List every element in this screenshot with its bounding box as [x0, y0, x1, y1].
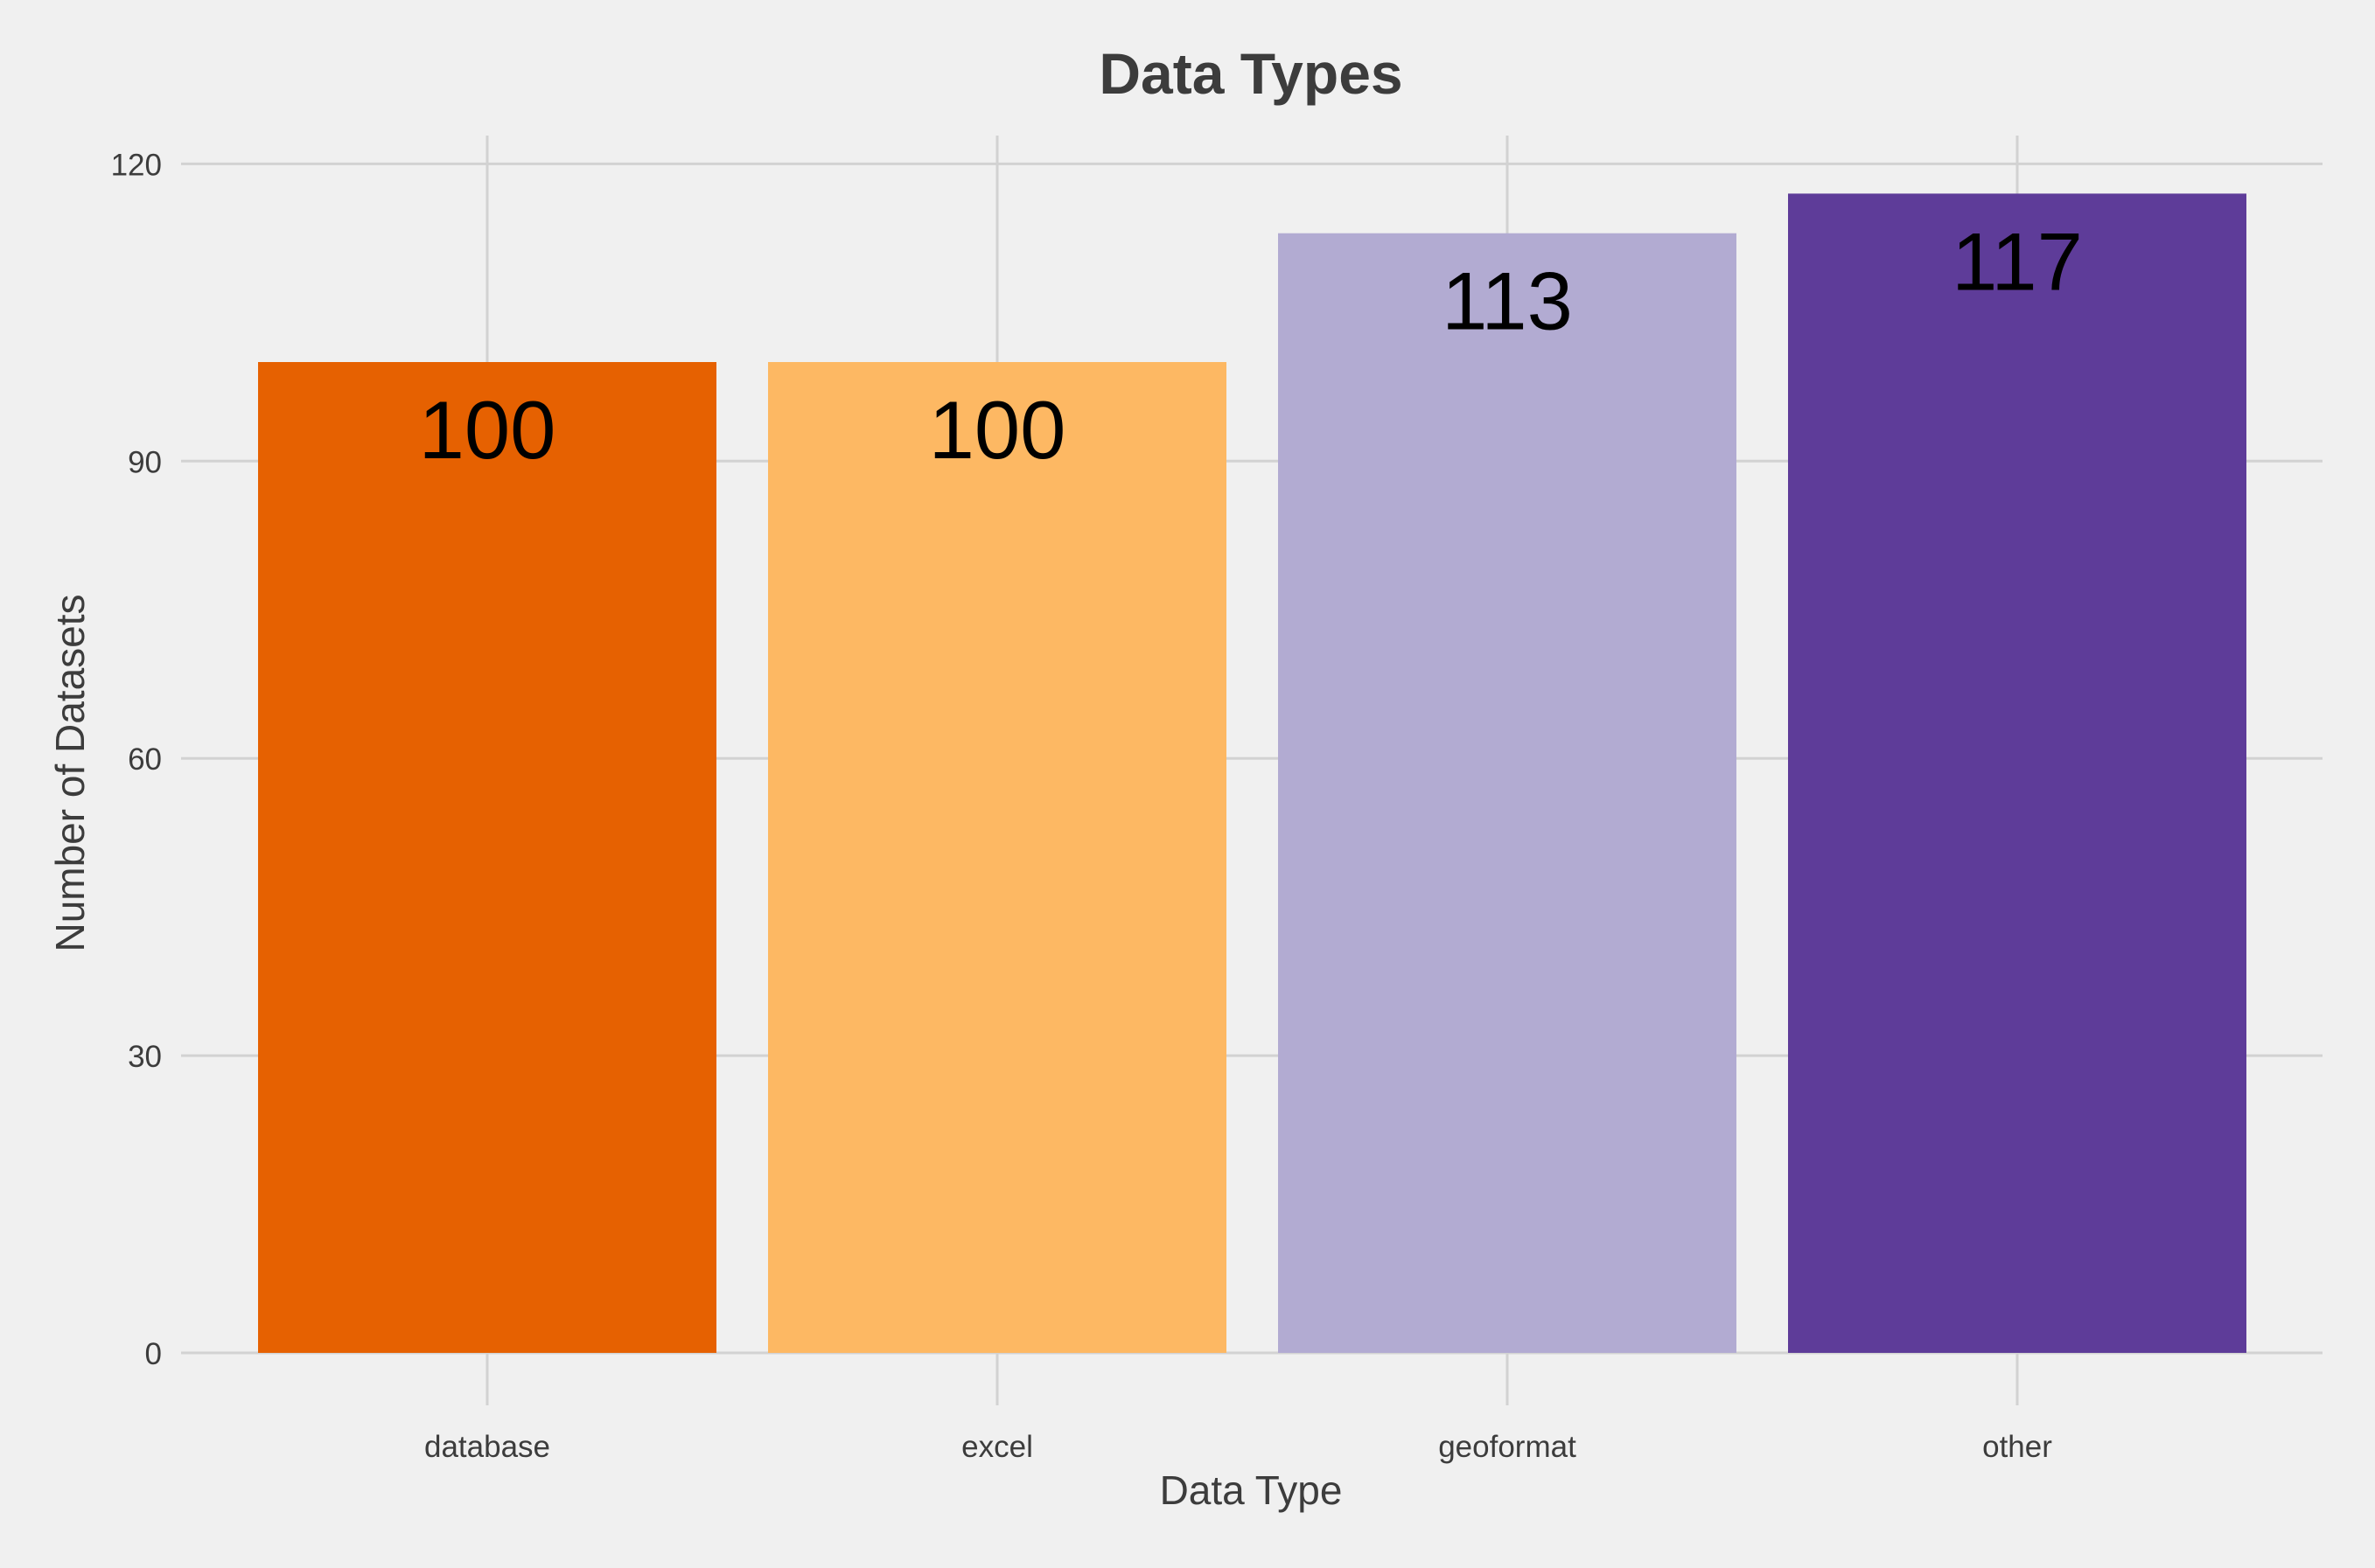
x-tick-label: database	[424, 1430, 550, 1464]
bars	[258, 193, 2246, 1354]
y-tick-label: 90	[128, 445, 162, 479]
chart-title: Data Types	[1099, 41, 1402, 106]
bar-value-labels: 100 100 113 117	[419, 215, 2083, 476]
bar-excel	[768, 362, 1226, 1353]
bar-other	[1788, 193, 2246, 1353]
x-tick-label: other	[1982, 1430, 2052, 1464]
bar-geoformat	[1278, 233, 1736, 1354]
bar-database	[258, 362, 716, 1353]
y-tick-label: 120	[111, 148, 162, 182]
bar-value-label: 117	[1952, 215, 2083, 307]
y-tick-label: 60	[128, 742, 162, 777]
x-tick-label: geoformat	[1438, 1430, 1576, 1464]
x-axis-ticks: database excel geoformat other	[424, 1430, 2052, 1464]
bar-value-label: 113	[1442, 255, 1573, 347]
y-tick-label: 30	[128, 1040, 162, 1074]
x-axis-title: Data Type	[1160, 1467, 1343, 1513]
y-axis-title: Number of Datasets	[47, 594, 93, 951]
bar-value-label: 100	[929, 384, 1066, 476]
x-tick-label: excel	[961, 1430, 1033, 1464]
y-axis-ticks: 0 30 60 90 120	[111, 148, 162, 1371]
y-tick-label: 0	[145, 1337, 162, 1371]
bar-value-label: 100	[419, 384, 556, 476]
